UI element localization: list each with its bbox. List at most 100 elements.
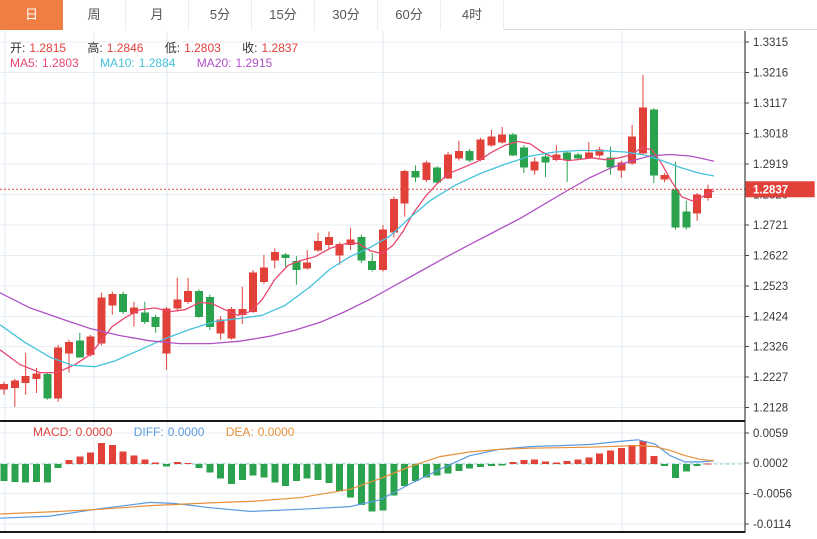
candlestick [43,374,52,399]
macd-histogram-bar [390,464,398,496]
macd-axis-label: 0.0059 [753,428,788,440]
macd-histogram-bar [97,442,105,464]
tab-timeframe-1[interactable]: 日 [0,0,63,30]
macd-histogram-bar [108,445,116,464]
price-axis-label: 1.2128 [753,403,788,415]
candlestick [444,154,453,179]
ma20-label: MA20: [196,56,232,70]
candlestick [335,244,344,256]
macd-histogram-bar [671,464,679,479]
candlestick [151,317,160,328]
tab-timeframe-3[interactable]: 月 [126,0,189,30]
macd-histogram-bar [162,464,170,467]
low-label: 低: [164,41,181,55]
candlestick [476,139,485,161]
tab-timeframe-4[interactable]: 5分 [189,0,252,30]
macd-histogram-bar [401,464,409,487]
candlestick [270,252,279,261]
macd-histogram-bar [130,455,138,464]
candlestick [389,199,398,233]
macd-histogram-bar [368,464,376,512]
macd-axis-label: -0.0114 [753,519,792,531]
macd-histogram-bar [661,464,669,467]
macd-histogram-bar [704,463,712,465]
ma5-value: 1.2803 [42,56,79,70]
candlestick [422,162,431,181]
macd-histogram-bar [22,464,30,483]
macd-histogram-bar [227,464,235,484]
candlestick [10,380,19,389]
candlestick [216,319,225,334]
candlestick [465,150,474,161]
macd-histogram-bar [195,464,203,469]
candlestick [400,171,409,204]
tab-timeframe-2[interactable]: 周 [63,0,126,30]
candlestick [649,109,658,176]
candlestick [433,167,442,183]
price-axis-label: 1.2523 [753,281,788,293]
candlestick [617,162,626,171]
macd-histogram-bar [325,464,333,483]
candlestick [162,308,171,354]
macd-histogram-bar [173,461,181,464]
ma5-label: MA5: [10,56,39,70]
macd-label: MACD: [33,425,72,439]
macd-histogram-bar [444,464,452,474]
macd-histogram-bar [412,464,420,481]
candlestick [595,149,604,156]
macd-histogram-bar [152,462,160,464]
current-price-badge [745,181,815,198]
tab-timeframe-6[interactable]: 30分 [315,0,378,30]
candlestick [357,237,366,261]
candlestick [671,189,680,228]
macd-histogram-bar [639,440,647,464]
candlestick [693,194,702,214]
macd-histogram-bar [260,464,268,478]
macd-histogram-bar [54,464,62,469]
tab-timeframe-7[interactable]: 60分 [378,0,441,30]
macd-histogram-bar [628,445,636,464]
ma10-label: MA10: [100,56,135,70]
candlestick [119,294,128,313]
macd-histogram-bar [282,464,290,487]
candlestick [86,336,95,356]
macd-histogram-bar [617,448,625,464]
ma10-value: 1.2884 [138,56,176,70]
tab-timeframe-5[interactable]: 15分 [252,0,315,30]
candlestick [184,291,193,303]
candlestick [584,152,593,159]
macd-histogram-bar [184,462,192,464]
candlestick [140,312,149,323]
high-value: 1.2846 [106,41,144,55]
macd-histogram-bar [336,464,344,492]
macd-histogram-bar [43,464,51,483]
open-value: 1.2815 [29,41,67,55]
candlestick [314,241,323,251]
dea-label: DEA: [225,425,254,439]
macd-histogram-bar [520,459,528,464]
macd-histogram-bar [542,461,549,464]
macd-histogram-bar [650,456,658,464]
macd-histogram-bar [487,464,495,467]
candlestick [227,309,236,339]
candlestick [303,262,312,269]
price-axis-label: 1.2227 [753,372,788,384]
macd-histogram-bar [347,464,355,498]
macd-axis-label: 0.0002 [753,458,788,470]
macd-histogram-bar [32,464,40,482]
tab-timeframe-8[interactable]: 4时 [441,0,504,30]
candlestick [32,373,41,380]
macd-histogram-bar [477,464,485,468]
price-axis-label: 1.2622 [753,251,788,263]
diff-line [0,439,715,519]
candlestick [205,297,214,328]
ma-legend: MA5: 1.2803 MA10: 1.2884 MA20: 1.2915 [10,56,276,70]
candlestick [541,156,550,163]
close-value: 1.2837 [261,41,299,55]
candlestick [454,151,463,159]
candlestick [108,294,117,306]
dea-value: 0.0000 [257,425,295,439]
macd-histogram-bar [76,456,84,464]
low-value: 1.2803 [184,41,221,55]
